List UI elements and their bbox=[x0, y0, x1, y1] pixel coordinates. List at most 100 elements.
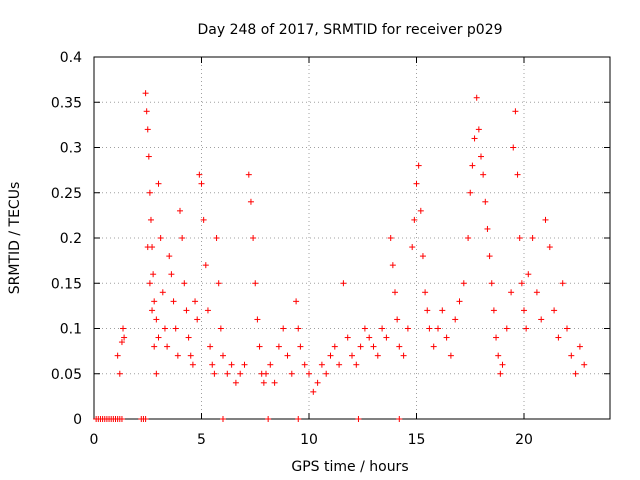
x-tick-label: 15 bbox=[408, 432, 426, 448]
y-tick-label: 0.1 bbox=[60, 322, 82, 338]
data-point bbox=[465, 235, 472, 241]
data-point bbox=[224, 370, 231, 377]
data-point bbox=[490, 307, 497, 314]
data-point bbox=[568, 352, 575, 359]
data-point bbox=[198, 180, 205, 187]
data-point bbox=[497, 370, 504, 377]
data-point bbox=[241, 361, 248, 368]
data-point bbox=[118, 339, 125, 346]
data-point bbox=[396, 416, 403, 422]
data-point bbox=[331, 343, 338, 350]
data-point bbox=[189, 361, 196, 368]
data-point bbox=[521, 307, 527, 314]
data-point bbox=[486, 253, 493, 260]
data-point bbox=[143, 108, 150, 115]
data-point bbox=[546, 244, 553, 251]
plot-frame bbox=[93, 56, 611, 420]
y-tick-label: 0.3 bbox=[60, 141, 82, 157]
data-point bbox=[284, 352, 291, 359]
data-point bbox=[181, 280, 188, 287]
data-point bbox=[263, 370, 269, 377]
data-point bbox=[460, 280, 467, 287]
data-point bbox=[516, 235, 523, 241]
data-point bbox=[480, 171, 487, 178]
data-point bbox=[484, 225, 491, 232]
data-point bbox=[366, 334, 373, 341]
data-point bbox=[439, 307, 446, 314]
x-tick-label: 20 bbox=[515, 432, 533, 448]
data-point bbox=[452, 316, 459, 323]
data-point bbox=[581, 361, 588, 368]
x-axis-label: GPS time / hours bbox=[291, 459, 408, 475]
data-point bbox=[228, 361, 235, 368]
data-point bbox=[422, 289, 429, 296]
data-point bbox=[245, 171, 252, 178]
data-point bbox=[413, 180, 420, 187]
data-point bbox=[555, 334, 562, 341]
data-point bbox=[529, 235, 536, 241]
data-point bbox=[357, 343, 364, 350]
y-axis-label: SRMTID / TECUs bbox=[7, 182, 23, 295]
data-point bbox=[310, 388, 317, 395]
data-point bbox=[379, 325, 386, 332]
data-point bbox=[295, 325, 302, 332]
data-point bbox=[256, 343, 263, 350]
data-point bbox=[147, 216, 154, 223]
data-point bbox=[340, 280, 347, 287]
data-point bbox=[355, 416, 362, 422]
data-point bbox=[301, 361, 308, 368]
data-point bbox=[523, 325, 530, 332]
data-point bbox=[508, 289, 515, 296]
data-point bbox=[323, 370, 330, 377]
data-point bbox=[146, 189, 153, 196]
data-point bbox=[392, 289, 398, 296]
data-point bbox=[146, 280, 153, 287]
data-point bbox=[151, 343, 158, 350]
data-point bbox=[415, 162, 422, 169]
data-point bbox=[482, 198, 489, 205]
data-point bbox=[204, 307, 211, 314]
data-point bbox=[374, 352, 381, 359]
data-point bbox=[514, 171, 521, 178]
data-point bbox=[473, 94, 480, 101]
data-point bbox=[525, 271, 532, 278]
data-point bbox=[559, 280, 566, 287]
data-point bbox=[389, 262, 396, 269]
data-point bbox=[280, 325, 287, 332]
data-point bbox=[196, 171, 203, 178]
data-point bbox=[417, 207, 424, 214]
data-point bbox=[435, 325, 441, 332]
data-point bbox=[495, 352, 502, 359]
data-point bbox=[475, 126, 482, 133]
data-point bbox=[271, 379, 278, 386]
data-point bbox=[471, 135, 478, 142]
data-point bbox=[172, 325, 179, 332]
data-point bbox=[151, 298, 158, 305]
x-tick-label: 5 bbox=[197, 432, 206, 448]
data-point bbox=[419, 253, 426, 260]
data-point bbox=[551, 307, 558, 314]
data-point bbox=[174, 352, 181, 359]
data-point bbox=[383, 334, 390, 341]
data-point bbox=[265, 416, 272, 422]
data-point bbox=[447, 352, 454, 359]
data-point bbox=[370, 343, 377, 350]
data-point bbox=[443, 334, 450, 341]
data-point bbox=[411, 216, 418, 223]
data-point bbox=[220, 352, 226, 359]
data-point bbox=[209, 361, 216, 368]
data-point bbox=[144, 126, 151, 133]
y-tick-label: 0.2 bbox=[60, 231, 82, 247]
data-point bbox=[572, 370, 579, 377]
data-point bbox=[488, 280, 495, 287]
data-point bbox=[166, 253, 173, 260]
data-point bbox=[177, 207, 183, 214]
data-point bbox=[155, 334, 162, 341]
data-point bbox=[349, 352, 355, 359]
data-point bbox=[145, 153, 152, 160]
y-tick-label: 0.4 bbox=[60, 50, 82, 66]
data-point bbox=[327, 352, 334, 359]
data-point bbox=[194, 316, 201, 323]
data-point bbox=[179, 235, 186, 241]
data-point bbox=[183, 307, 190, 314]
